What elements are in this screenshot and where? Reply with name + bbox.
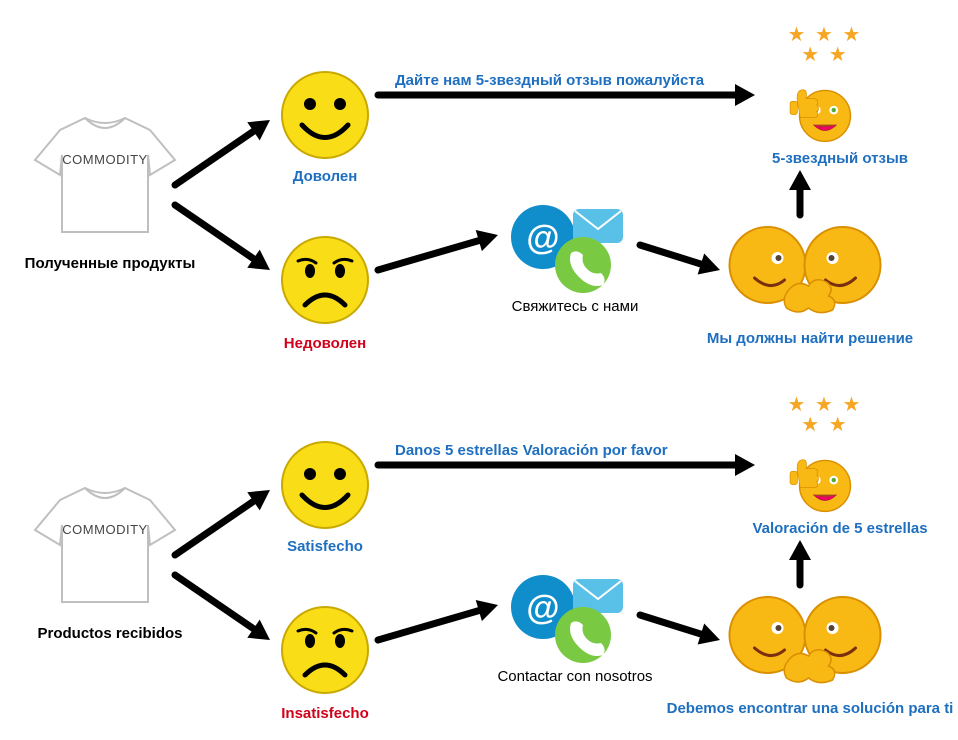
happy-arrow-label: Danos 5 estrellas Valoración por favor [395,442,668,459]
solution-label: Мы должны найти решение [660,330,958,347]
five-star-icon: ★ ★ ★ ★ ★ [770,25,880,155]
star-row-top: ★ ★ ★ [770,25,880,45]
contact-icon [505,565,635,665]
happy-face-icon [280,440,370,530]
contact-label: Свяжитесь с нами [490,298,660,315]
solution-icon [720,220,890,320]
sad-label: Недоволен [280,335,370,352]
sad-label: Insatisfecho [280,705,370,722]
five-star-label: 5-звездный отзыв [745,150,935,167]
star-row-bot: ★ ★ [770,415,880,435]
flow-section-es: COMMODITY Productos recibidos Satisfecho… [0,380,958,740]
five-star-icon: ★ ★ ★ ★ ★ [770,395,880,525]
contact-label: Contactar con nosotros [490,668,660,685]
happy-arrow-label: Дайте нам 5-звездный отзыв пожалуйста [395,72,704,89]
tshirt-icon: COMMODITY [30,110,180,240]
tshirt-word: COMMODITY [30,152,180,167]
flow-section-ru: COMMODITY Полученные продукты Доволен Не… [0,10,958,370]
solution-icon [720,590,890,690]
star-row-top: ★ ★ ★ [770,395,880,415]
tshirt-word: COMMODITY [30,522,180,537]
sad-face-icon [280,235,370,325]
sad-face-icon [280,605,370,695]
contact-icon [505,195,635,295]
start-label: Productos recibidos [10,625,210,642]
star-row-bot: ★ ★ [770,45,880,65]
solution-label: Debemos encontrar una solución para ti [660,700,958,717]
happy-face-icon [280,70,370,160]
tshirt-icon: COMMODITY [30,480,180,610]
happy-label: Satisfecho [280,538,370,555]
five-star-label: Valoración de 5 estrellas [745,520,935,537]
happy-label: Доволен [280,168,370,185]
start-label: Полученные продукты [10,255,210,272]
